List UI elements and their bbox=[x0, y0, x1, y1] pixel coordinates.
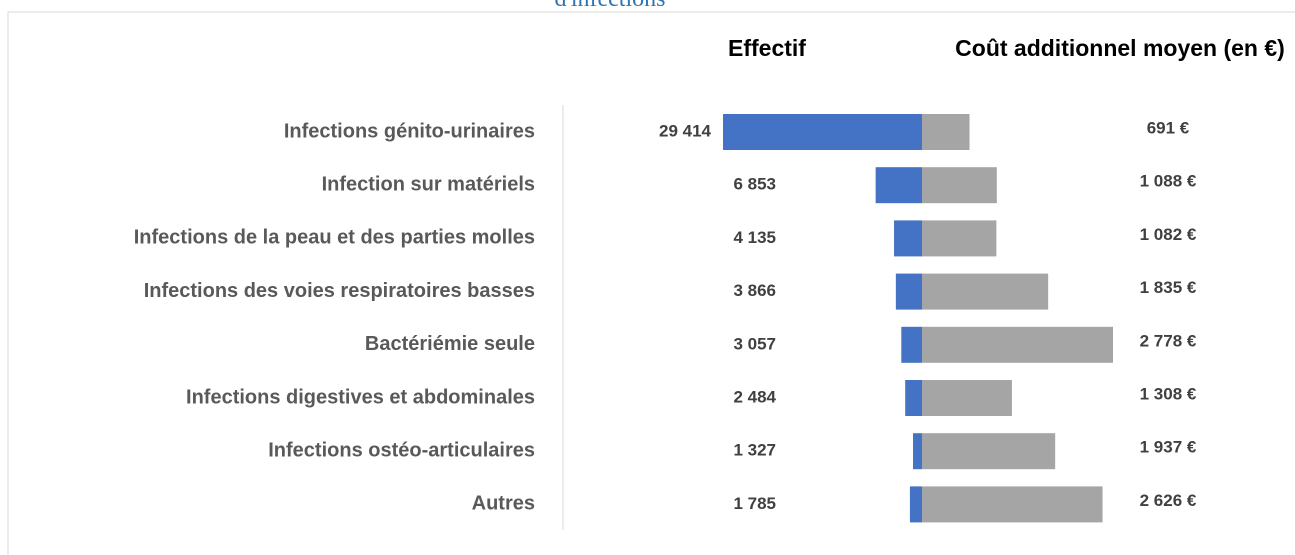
category-label: Infections digestives et abdominales bbox=[186, 386, 535, 408]
series-header: Effectif bbox=[728, 35, 806, 61]
bar bbox=[909, 486, 922, 523]
chart-title: d'infections bbox=[460, 0, 760, 13]
value-label: 1 308 € bbox=[1140, 384, 1197, 403]
category-label: Infections de la peau et des parties mol… bbox=[134, 227, 535, 249]
value-label: 3 866 bbox=[733, 281, 776, 300]
bar bbox=[922, 486, 1103, 523]
value-label: 1 327 bbox=[733, 441, 776, 460]
bar bbox=[922, 433, 1056, 470]
bar bbox=[913, 433, 922, 470]
category-label: Autres bbox=[472, 493, 535, 515]
bar bbox=[922, 326, 1113, 363]
bar bbox=[895, 273, 922, 310]
bar bbox=[905, 380, 922, 416]
value-label: 1 835 € bbox=[1140, 278, 1197, 297]
bar bbox=[875, 167, 922, 204]
bar bbox=[723, 114, 922, 150]
category-label: Bactériémie seule bbox=[365, 333, 535, 355]
value-label: 1 937 € bbox=[1140, 438, 1197, 457]
bar bbox=[922, 273, 1049, 310]
value-label: 4 135 bbox=[733, 228, 776, 247]
value-label: 2 778 € bbox=[1140, 331, 1197, 350]
bar bbox=[894, 220, 922, 257]
bar bbox=[922, 220, 997, 257]
category-label: Infections génito-urinaires bbox=[284, 120, 535, 142]
value-label: 691 € bbox=[1147, 118, 1190, 137]
value-label: 2 626 € bbox=[1140, 491, 1197, 510]
value-label: 2 484 bbox=[733, 387, 776, 406]
series-header: Coût additionnel moyen (en €) bbox=[955, 35, 1285, 61]
bar bbox=[922, 167, 997, 204]
value-label: 6 853 bbox=[733, 175, 776, 194]
value-label: 1 088 € bbox=[1140, 172, 1197, 191]
frame bbox=[7, 11, 1295, 555]
bar bbox=[901, 326, 922, 363]
value-label: 3 057 bbox=[733, 334, 776, 353]
value-label: 1 785 bbox=[733, 494, 776, 513]
category-label: Infections des voies respiratoires basse… bbox=[144, 280, 535, 302]
bar bbox=[922, 114, 970, 150]
bar bbox=[922, 380, 1012, 416]
category-label: Infections ostéo-articulaires bbox=[268, 439, 535, 461]
category-label: Infection sur matériels bbox=[322, 173, 535, 195]
value-label: 29 414 bbox=[659, 121, 712, 140]
value-label: 1 082 € bbox=[1140, 225, 1197, 244]
